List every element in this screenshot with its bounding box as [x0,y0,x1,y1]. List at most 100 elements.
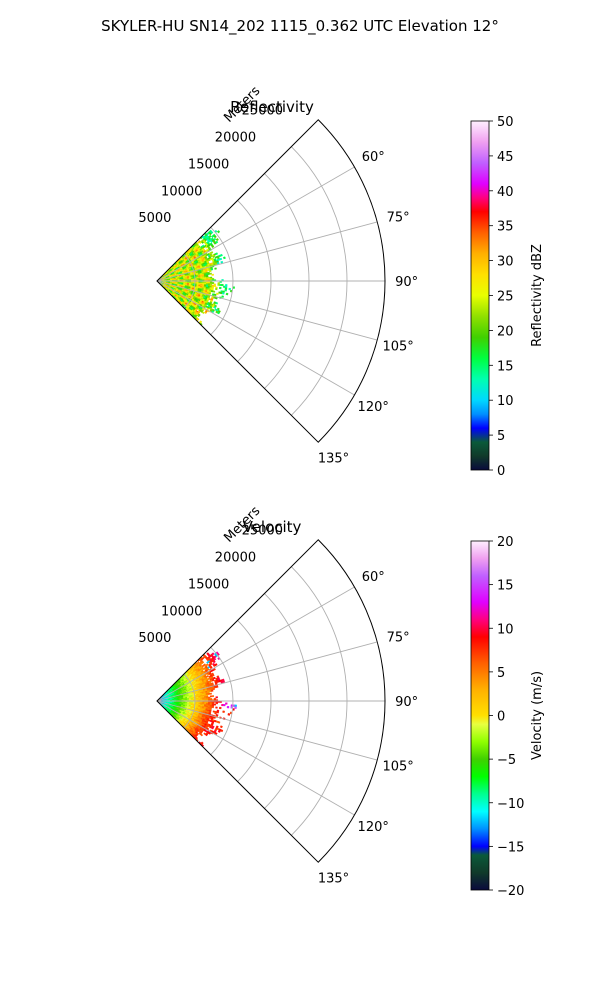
colorbar-tick-label: −5 [497,753,516,768]
radar-gate [200,733,204,737]
radar-gate [217,729,221,733]
radar-gate [220,260,224,264]
azimuth-gridline [156,700,355,816]
azimuth-gridline [156,166,355,282]
radar-gate [214,296,218,300]
radar-gate [213,284,216,288]
radar-gate [217,311,221,315]
radar-gate [225,702,228,705]
azimuth-gridline [156,221,378,282]
colorbar-tick-label: 0 [497,710,505,725]
radar-gate [220,729,224,733]
range-tick-label: 10000 [161,184,202,199]
radar-gate [197,314,200,318]
radar-gate [212,676,216,680]
radar-gate [212,290,216,293]
radar-gate [216,230,221,234]
radar-gate [211,310,215,314]
radar-gate [215,702,219,705]
radar-panels: 60°75°90°105°120°135°5000100001500020000… [138,84,545,899]
radar-gate [210,251,214,254]
colorbar-tick-label: 25 [497,290,514,305]
colorbar-tick-label: 5 [497,429,505,444]
radar-gate [205,675,209,678]
radar-gate [211,673,215,677]
azimuth-tick-label: 90° [395,275,418,290]
radar-gate [225,292,229,296]
radar-gate [234,706,237,710]
radar-gate [219,253,223,257]
radar-gate [218,286,222,290]
radar-gate [221,292,225,295]
azimuth-tick-label: 120° [358,820,389,835]
azimuth-gridline [156,641,378,702]
colorbar-tick-label: 0 [497,464,505,479]
panel-title: Velocity [243,518,302,536]
radar-gate [209,272,212,275]
radar-gate [214,663,218,667]
radar-gate [222,256,226,260]
radar-gate [211,277,215,280]
colorbar-label: Velocity (m/s) [530,671,545,760]
radar-gate [201,661,205,664]
radar-gate [210,230,214,235]
panel-reflectivity: 60° 75° 90° 105° 120° 135° 5000 10000 15000 20000… [138,84,545,479]
range-tick-label: 5000 [138,631,171,646]
azimuth-tick-label: 75° [387,630,410,645]
azimuth-tick-label: 60° [362,150,385,165]
colorbar [470,120,490,471]
azimuth-gridline [156,700,378,761]
azimuth-gridline [156,280,355,396]
radar-gate [209,666,213,670]
colorbar-tick-label: 35 [497,220,514,235]
radar-gate [217,721,221,724]
colorbar-tick-label: 20 [497,535,514,550]
radar-gate [208,270,212,273]
radar-gate [212,667,216,671]
radar-gate [222,285,226,288]
radar-gate [211,282,215,285]
radar-gate [214,712,217,715]
radar-gate [218,706,222,710]
colorbar-tick-label: 15 [497,359,514,374]
radar-gate [211,706,214,709]
azimuth-tick-label: 60° [362,570,385,585]
radar-gate [209,692,212,695]
radar-gate [201,311,205,315]
azimuth-tick-label: 135° [318,452,349,467]
radar-gate [222,680,226,684]
radar-gate [210,268,214,271]
colorbar-tick-label: 30 [497,255,514,270]
radar-gate [213,716,216,719]
panel-title: Reflectivity [230,98,314,116]
radar-gate [212,687,216,691]
azimuth-gridline [156,586,355,702]
radar-gate [210,689,214,692]
figure-suptitle: SKYLER-HU SN14_202 1115_0.362 UTC Elevat… [101,17,499,36]
colorbar-label: Reflectivity dBZ [530,244,545,347]
radar-gate [222,710,225,713]
radar-gate [215,252,219,256]
colorbar-tick-label: 10 [497,394,514,409]
radar-gate [212,660,216,664]
range-tick-label: 20000 [215,551,256,566]
radar-gate [227,713,231,716]
radar-gate [219,725,223,729]
radar-gate [215,685,219,688]
radar-gate [215,301,219,305]
range-tick-label: 5000 [138,211,171,226]
colorbar-tick-label: −20 [497,884,524,899]
radar-gate [211,695,215,698]
radar-gate [215,238,219,242]
radar-gate [226,705,230,709]
radar-gate [213,697,217,700]
range-tick-label: 25000 [242,104,283,119]
radar-gate [213,657,217,661]
colorbar-tick-label: 40 [497,185,514,200]
radar-gate [221,283,224,287]
colorbar-tick-label: 20 [497,324,514,339]
range-tick-label: 15000 [188,577,229,592]
radar-gate [211,273,214,276]
radar-gate [204,733,208,737]
